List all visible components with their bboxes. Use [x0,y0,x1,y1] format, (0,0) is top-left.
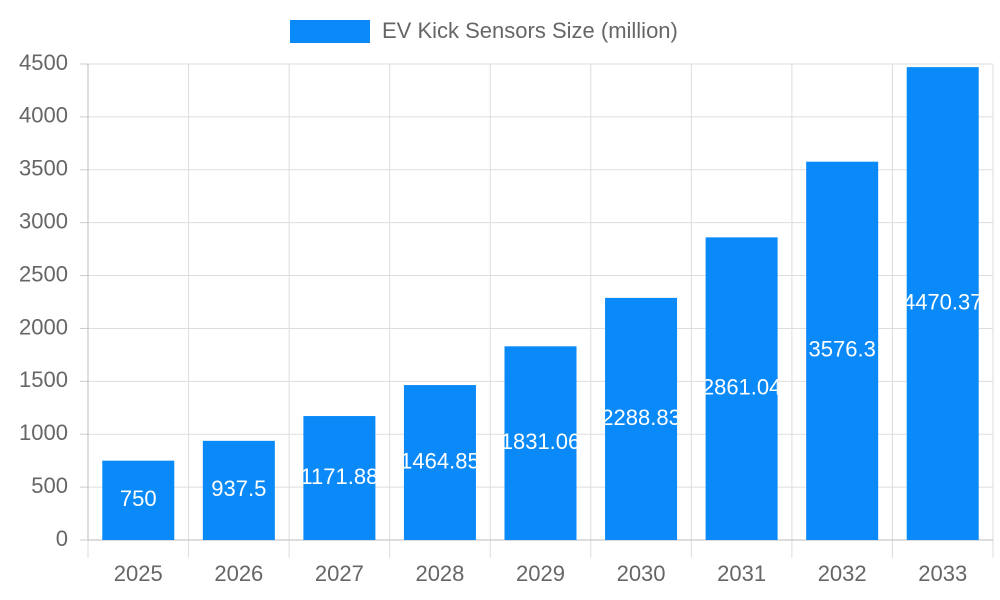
x-tick-label: 2027 [315,561,364,586]
x-tick-label: 2031 [717,561,766,586]
value-label: 1831.06 [501,429,581,454]
y-tick-label: 2500 [19,261,68,286]
x-tick-label: 2032 [818,561,867,586]
y-tick-label: 1500 [19,367,68,392]
y-tick-label: 0 [56,526,68,551]
x-tick-label: 2029 [516,561,565,586]
value-label: 2288.83 [601,405,681,430]
y-tick-label: 4500 [19,50,68,75]
bar [605,297,678,540]
value-label: 1464.85 [400,448,480,473]
bar [504,346,577,540]
bar [705,237,778,540]
y-tick-label: 3000 [19,208,68,233]
value-label: 750 [120,486,157,511]
legend-label: EV Kick Sensors Size (million) [382,18,678,43]
bar [906,67,979,541]
value-label: 937.5 [211,476,266,501]
y-tick-label: 2000 [19,314,68,339]
y-tick-label: 1000 [19,420,68,445]
bar [303,416,376,540]
bar [403,385,476,540]
value-label: 3576.3 [809,337,876,362]
x-tick-label: 2028 [415,561,464,586]
bar [202,440,275,540]
x-tick-label: 2033 [918,561,967,586]
x-tick-label: 2026 [214,561,263,586]
x-tick-label: 2025 [114,561,163,586]
y-tick-label: 3500 [19,156,68,181]
x-tick-label: 2030 [617,561,666,586]
y-tick-label: 4000 [19,103,68,128]
value-label: 2861.04 [702,374,782,399]
value-label: 4470.37 [903,289,983,314]
y-tick-label: 500 [31,473,68,498]
bar [102,460,175,540]
bar [806,161,879,540]
value-label: 1171.88 [300,464,378,489]
legend-swatch [290,20,370,43]
